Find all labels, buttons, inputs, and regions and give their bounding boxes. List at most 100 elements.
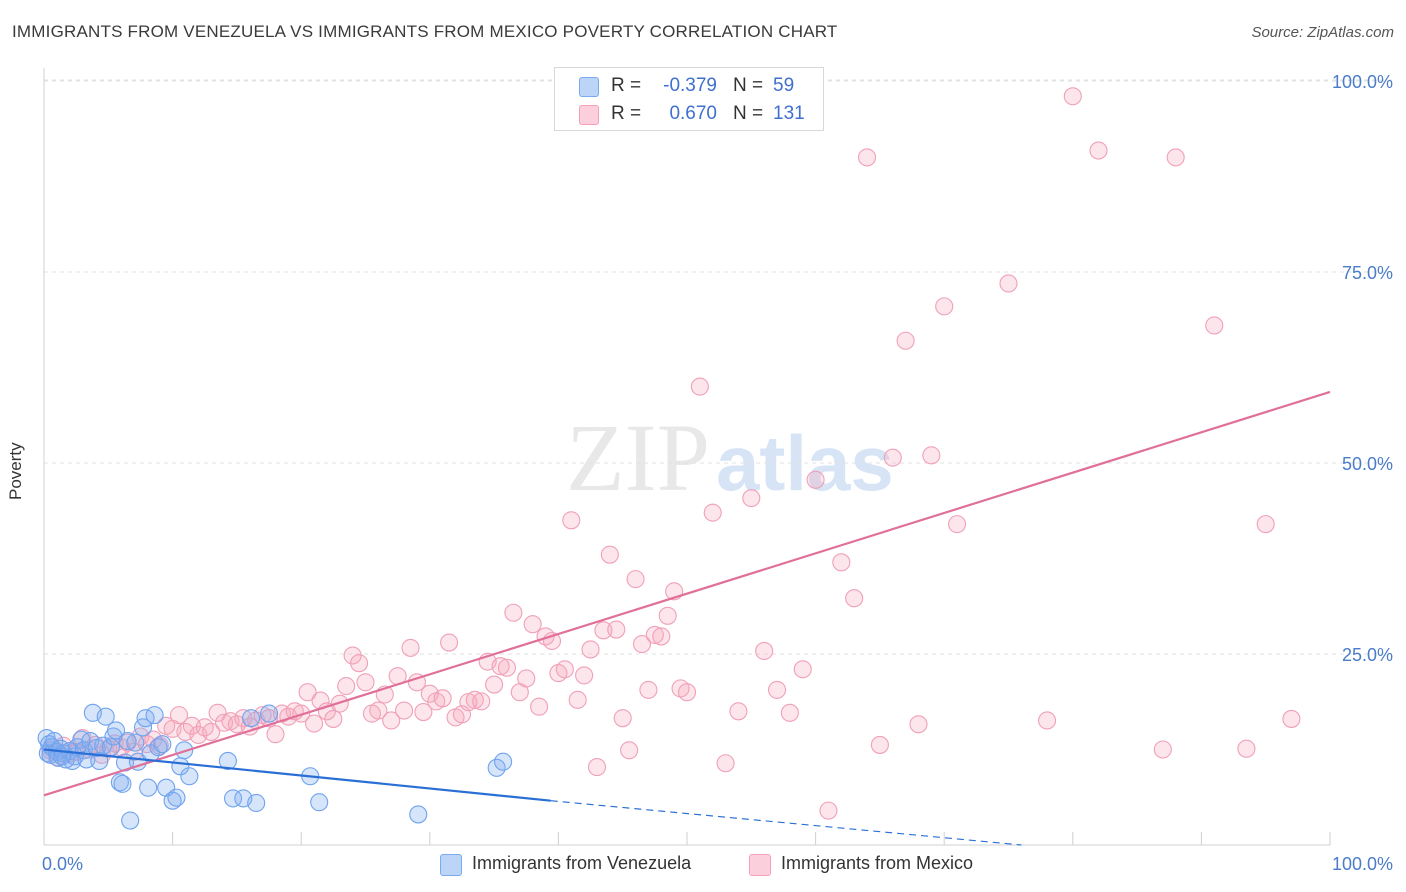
point-mexico bbox=[857, 148, 877, 167]
point-mexico bbox=[1063, 87, 1082, 106]
point-venezuela bbox=[241, 709, 261, 728]
point-mexico bbox=[690, 377, 709, 396]
legend-n-value-venezuela: 59 bbox=[773, 75, 795, 96]
legend-r-value-mexico: 0.670 bbox=[669, 103, 717, 124]
point-mexico bbox=[298, 683, 317, 702]
gridlines bbox=[44, 79, 1395, 655]
point-mexico bbox=[845, 589, 864, 608]
point-mexico bbox=[948, 515, 967, 534]
point-mexico bbox=[523, 615, 542, 634]
point-mexico bbox=[575, 666, 594, 685]
point-mexico bbox=[620, 741, 639, 760]
point-mexico bbox=[581, 640, 600, 659]
point-venezuela bbox=[94, 736, 113, 755]
point-venezuela bbox=[113, 774, 132, 793]
point-mexico bbox=[677, 683, 697, 702]
point-mexico bbox=[337, 677, 356, 696]
point-mexico bbox=[600, 545, 619, 564]
point-mexico bbox=[369, 701, 388, 720]
point-mexico bbox=[793, 660, 812, 679]
y-tick-label: 75.0% bbox=[1342, 263, 1393, 283]
point-venezuela bbox=[310, 793, 329, 812]
point-mexico bbox=[1089, 141, 1108, 160]
point-venezuela bbox=[118, 732, 137, 751]
legend-label-mexico: Immigrants from Mexico bbox=[781, 853, 974, 873]
tick-labels: 25.0% 50.0% 75.0% 100.0% 0.0% 100.0% bbox=[42, 72, 1393, 874]
point-mexico bbox=[767, 680, 787, 699]
point-mexico bbox=[465, 690, 484, 709]
point-mexico bbox=[703, 503, 722, 522]
point-mexico bbox=[472, 692, 491, 711]
point-mexico bbox=[819, 801, 838, 820]
point-venezuela bbox=[409, 805, 428, 824]
point-venezuela bbox=[96, 707, 115, 726]
y-tick-label: 50.0% bbox=[1342, 454, 1393, 474]
point-mexico bbox=[639, 680, 658, 699]
point-mexico bbox=[632, 635, 652, 654]
point-venezuela bbox=[153, 735, 172, 754]
point-mexico bbox=[356, 673, 375, 692]
point-mexico bbox=[504, 603, 523, 622]
trend-line-venezuela-extension bbox=[550, 800, 1022, 846]
point-mexico bbox=[433, 689, 452, 708]
point-venezuela bbox=[247, 793, 266, 813]
point-mexico bbox=[485, 675, 504, 694]
point-mexico bbox=[1256, 515, 1275, 534]
point-mexico bbox=[401, 638, 420, 657]
legend-swatch-venezuela bbox=[579, 77, 599, 97]
trend-lines bbox=[43, 390, 1331, 846]
legend-r-label: R = bbox=[611, 103, 642, 124]
point-venezuela bbox=[494, 752, 513, 771]
legend-row-venezuela: R = -0.379 N = 59 bbox=[555, 72, 823, 100]
point-mexico bbox=[780, 703, 799, 722]
trend-line-venezuela bbox=[43, 748, 551, 802]
point-mexico bbox=[652, 627, 671, 646]
point-mexico bbox=[729, 702, 748, 721]
chart-source: Source: ZipAtlas.com bbox=[1251, 24, 1394, 41]
legend-row-mexico: R = 0.670 N = 131 bbox=[555, 100, 823, 128]
point-venezuela bbox=[167, 788, 186, 807]
point-mexico bbox=[169, 706, 189, 725]
point-mexico bbox=[755, 641, 774, 660]
point-mexico bbox=[742, 489, 761, 508]
point-mexico bbox=[324, 709, 343, 728]
point-mexico bbox=[999, 274, 1018, 293]
point-mexico bbox=[414, 703, 433, 722]
point-venezuela bbox=[223, 789, 243, 808]
point-mexico bbox=[658, 606, 677, 625]
legend-n-value-mexico: 131 bbox=[773, 103, 805, 124]
point-mexico bbox=[870, 735, 889, 754]
y-tick-label: 100.0% bbox=[1332, 72, 1393, 92]
point-mexico bbox=[607, 620, 626, 639]
legend-r-label: R = bbox=[611, 75, 642, 96]
point-mexico bbox=[1237, 739, 1256, 758]
point-mexico bbox=[806, 470, 825, 489]
correlation-legend: R = -0.379 N = 59 R = 0.670 N = 131 bbox=[554, 67, 824, 131]
point-mexico bbox=[568, 690, 587, 709]
point-mexico bbox=[909, 715, 928, 734]
point-mexico bbox=[491, 657, 510, 676]
point-mexico bbox=[305, 714, 324, 733]
point-mexico bbox=[896, 331, 915, 350]
point-venezuela bbox=[139, 778, 158, 797]
point-mexico bbox=[350, 654, 369, 673]
point-mexico bbox=[1038, 711, 1057, 730]
legend-n-label: N = bbox=[733, 75, 764, 96]
point-venezuela bbox=[72, 730, 91, 749]
point-venezuela bbox=[106, 721, 126, 740]
point-venezuela bbox=[180, 767, 199, 786]
point-mexico bbox=[382, 711, 401, 730]
x-tick-label: 100.0% bbox=[1332, 854, 1393, 874]
legend-swatch-venezuela bbox=[440, 854, 462, 876]
x-tick-label: 0.0% bbox=[42, 854, 83, 874]
legend-label-venezuela: Immigrants from Venezuela bbox=[472, 853, 692, 873]
y-tick-label: 25.0% bbox=[1342, 645, 1393, 665]
point-venezuela bbox=[145, 706, 164, 725]
point-mexico bbox=[922, 446, 941, 465]
point-venezuela bbox=[218, 751, 237, 771]
point-mexico bbox=[1282, 709, 1301, 728]
watermark-zip: ZIP bbox=[566, 404, 710, 511]
point-mexico bbox=[555, 660, 574, 679]
legend-swatch-mexico bbox=[579, 105, 599, 125]
